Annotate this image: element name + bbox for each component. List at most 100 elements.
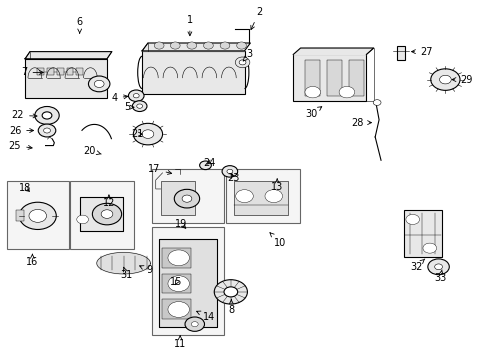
Circle shape xyxy=(372,100,380,105)
Circle shape xyxy=(43,128,50,133)
Text: 8: 8 xyxy=(228,299,234,315)
Text: 19: 19 xyxy=(175,219,187,229)
Circle shape xyxy=(427,259,448,275)
Circle shape xyxy=(439,75,450,84)
Polygon shape xyxy=(97,252,150,274)
Text: 9: 9 xyxy=(140,265,152,275)
Circle shape xyxy=(239,60,245,65)
Bar xyxy=(142,51,244,94)
Text: 23: 23 xyxy=(227,173,240,183)
Text: 24: 24 xyxy=(203,158,215,168)
Circle shape xyxy=(182,195,191,202)
Circle shape xyxy=(167,302,189,318)
FancyBboxPatch shape xyxy=(152,227,224,335)
FancyBboxPatch shape xyxy=(70,181,134,249)
Text: 7: 7 xyxy=(21,67,43,77)
Bar xyxy=(327,60,341,96)
Bar xyxy=(37,68,44,75)
Bar xyxy=(161,248,190,267)
Circle shape xyxy=(137,104,142,108)
Bar xyxy=(233,181,288,215)
Circle shape xyxy=(434,264,442,270)
Bar xyxy=(80,197,122,231)
FancyBboxPatch shape xyxy=(152,168,224,223)
Circle shape xyxy=(235,57,249,68)
Circle shape xyxy=(38,124,56,137)
Circle shape xyxy=(133,123,162,145)
Circle shape xyxy=(235,190,253,203)
Bar xyxy=(404,211,442,257)
Text: 27: 27 xyxy=(411,46,432,57)
Circle shape xyxy=(128,90,144,102)
Bar xyxy=(57,68,63,75)
Bar xyxy=(159,239,216,327)
Circle shape xyxy=(224,287,237,297)
Text: 30: 30 xyxy=(305,107,321,119)
Circle shape xyxy=(305,86,320,98)
Circle shape xyxy=(77,215,88,224)
Circle shape xyxy=(167,276,189,292)
Circle shape xyxy=(29,210,46,222)
Polygon shape xyxy=(142,43,250,51)
Circle shape xyxy=(236,42,246,49)
Text: 10: 10 xyxy=(269,233,285,248)
Text: 21: 21 xyxy=(131,129,143,139)
Text: 22: 22 xyxy=(12,111,37,121)
Circle shape xyxy=(430,69,459,90)
Bar xyxy=(305,60,320,96)
Circle shape xyxy=(405,215,419,225)
Bar xyxy=(348,60,363,96)
Text: 15: 15 xyxy=(170,277,183,287)
Text: 29: 29 xyxy=(451,75,471,85)
Circle shape xyxy=(174,189,199,208)
Polygon shape xyxy=(293,48,373,54)
Text: 26: 26 xyxy=(9,126,34,135)
Circle shape xyxy=(199,161,211,170)
Bar xyxy=(76,68,83,75)
FancyBboxPatch shape xyxy=(6,181,69,249)
Text: 2: 2 xyxy=(250,7,262,30)
Circle shape xyxy=(88,76,110,92)
Circle shape xyxy=(220,42,229,49)
Text: 13: 13 xyxy=(270,179,283,192)
Circle shape xyxy=(133,94,139,98)
Circle shape xyxy=(338,86,354,98)
Circle shape xyxy=(214,280,247,304)
Text: 11: 11 xyxy=(174,336,186,349)
Text: 6: 6 xyxy=(77,17,82,33)
Text: 17: 17 xyxy=(148,164,171,174)
Circle shape xyxy=(94,80,104,87)
Circle shape xyxy=(19,202,56,229)
Circle shape xyxy=(92,203,122,225)
Bar xyxy=(16,211,24,221)
Circle shape xyxy=(222,166,237,177)
Bar xyxy=(161,274,190,293)
Text: 16: 16 xyxy=(26,254,39,267)
Circle shape xyxy=(101,210,113,219)
Text: 1: 1 xyxy=(186,15,193,36)
Circle shape xyxy=(186,42,196,49)
Circle shape xyxy=(170,42,180,49)
Circle shape xyxy=(142,130,154,138)
Text: 5: 5 xyxy=(124,102,134,112)
Text: 33: 33 xyxy=(433,270,446,283)
Text: 18: 18 xyxy=(19,183,31,193)
Text: 25: 25 xyxy=(9,140,32,150)
Circle shape xyxy=(132,101,147,112)
Bar xyxy=(47,68,54,75)
Text: 4: 4 xyxy=(111,93,127,103)
Circle shape xyxy=(167,250,189,266)
Circle shape xyxy=(191,321,198,327)
Circle shape xyxy=(35,107,59,125)
Bar xyxy=(66,68,73,75)
Bar xyxy=(160,181,194,215)
Text: 14: 14 xyxy=(196,311,215,322)
Bar xyxy=(161,300,190,319)
FancyBboxPatch shape xyxy=(225,168,300,223)
Bar xyxy=(293,54,366,101)
Circle shape xyxy=(264,190,282,203)
Circle shape xyxy=(154,42,163,49)
Text: 3: 3 xyxy=(243,49,252,61)
Circle shape xyxy=(226,169,232,174)
Text: 28: 28 xyxy=(351,118,371,128)
